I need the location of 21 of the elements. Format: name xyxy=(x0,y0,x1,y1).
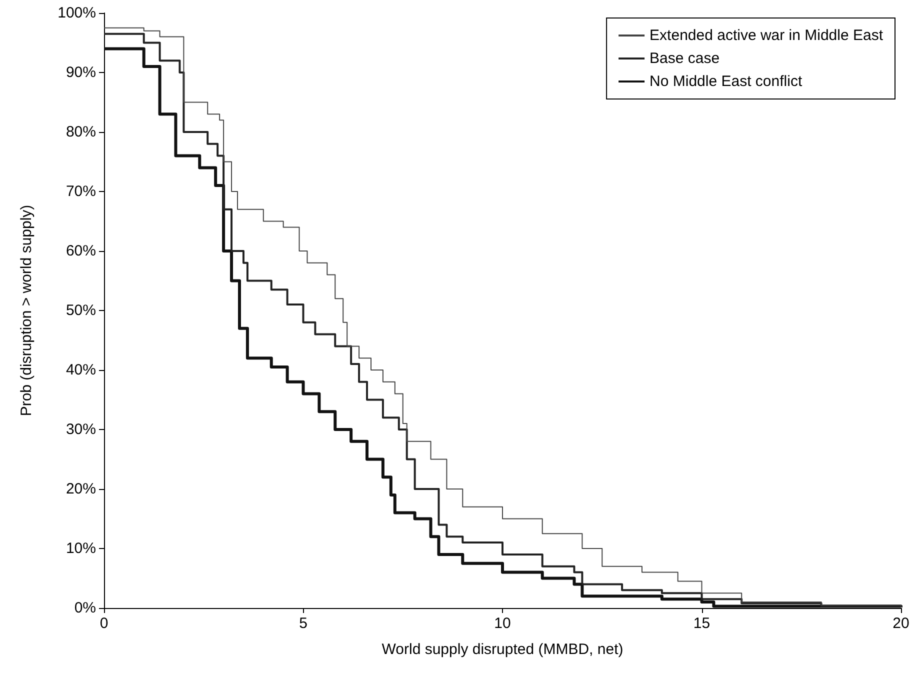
y-tick-label: 40% xyxy=(66,362,96,378)
y-tick-label: 60% xyxy=(66,242,96,260)
y-tick-label: 100% xyxy=(58,4,96,22)
x-tick-label: 0 xyxy=(100,615,108,632)
y-axis-title: Prob (disruption > world supply) xyxy=(18,204,35,416)
x-tick-label: 20 xyxy=(892,615,910,632)
y-tick-label: 80% xyxy=(66,124,96,140)
legend-label: No Middle East conflict xyxy=(650,73,803,90)
y-tick-label: 30% xyxy=(66,421,96,438)
x-axis-title: World supply disrupted (MMBD, net) xyxy=(382,641,624,658)
x-tick-label: 5 xyxy=(299,615,308,632)
y-tick-label: 70% xyxy=(66,183,96,200)
y-tick-label: 90% xyxy=(66,64,96,81)
y-tick-label: 20% xyxy=(66,480,96,498)
x-tick-label: 10 xyxy=(494,615,511,632)
x-tick-label: 15 xyxy=(693,615,710,632)
y-tick-label: 0% xyxy=(74,600,96,616)
legend-label: Extended active war in Middle East xyxy=(650,27,884,44)
y-tick-label: 10% xyxy=(66,540,96,557)
legend-label: Base case xyxy=(650,50,720,67)
y-tick-label: 50% xyxy=(66,302,96,319)
